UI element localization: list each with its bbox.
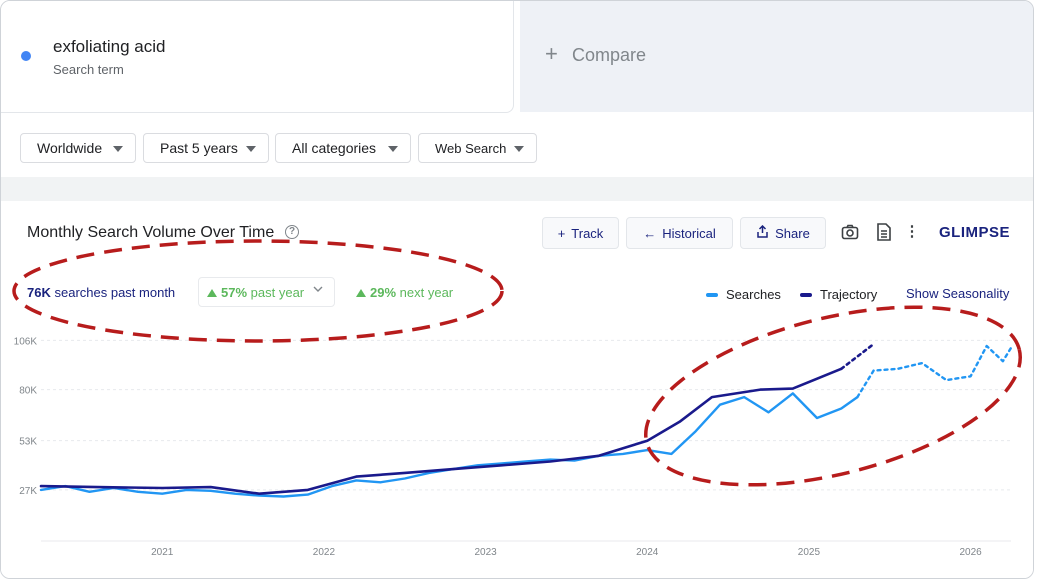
show-seasonality-link[interactable]: Show Seasonality	[906, 286, 1010, 301]
category-filter-label: All categories	[292, 140, 377, 156]
x-tick-label: 2023	[474, 547, 497, 558]
chart-panel: Monthly Search Volume Over Time ? + Trac…	[1, 201, 1033, 578]
share-icon	[756, 224, 769, 241]
search-term-card[interactable]: exfoliating acid Search term	[1, 1, 514, 113]
x-tick-label: 2021	[151, 547, 174, 558]
search-term-name: exfoliating acid	[53, 37, 166, 56]
share-button-label: Share	[775, 225, 810, 241]
category-filter-dropdown[interactable]: All categories	[275, 133, 411, 163]
x-tick-label: 2025	[798, 547, 821, 558]
chart-title: Monthly Search Volume Over Time	[27, 224, 275, 241]
x-tick-label: 2026	[959, 547, 982, 558]
y-tick-label: 27K	[19, 486, 37, 497]
share-button[interactable]: Share	[740, 217, 826, 249]
x-tick-label: 2022	[313, 547, 336, 558]
legend-searches-label: Searches	[726, 287, 781, 302]
searches-swatch	[706, 292, 718, 297]
location-filter-dropdown[interactable]: Worldwide	[20, 133, 136, 163]
brand-logo: GLIMPSE	[939, 224, 1011, 241]
caret-down-icon	[514, 146, 524, 152]
x-tick-label: 2024	[636, 547, 659, 558]
search-term-subtitle: Search term	[53, 62, 124, 77]
time-range-filter-dropdown[interactable]: Past 5 years	[143, 133, 269, 163]
arrow-left-icon: ←	[643, 225, 657, 241]
camera-icon[interactable]	[841, 223, 859, 241]
historical-button-label: Historical	[662, 225, 716, 241]
plus-icon: +	[545, 41, 558, 66]
trajectory-line-forecast	[840, 342, 875, 371]
y-tick-label: 106K	[14, 336, 38, 347]
search-volume-chart: 27K 53K 80K 106K 2021 2022 2023 2024 2025 2026	[14, 336, 1013, 558]
legend-trajectory-label: Trajectory	[820, 287, 878, 302]
search-type-filter-dropdown[interactable]: Web Search	[418, 133, 537, 163]
trajectory-swatch	[800, 292, 812, 297]
legend-trajectory[interactable]: Trajectory	[800, 287, 877, 302]
legend-searches[interactable]: Searches	[706, 287, 781, 302]
search-type-filter-label: Web Search	[435, 140, 507, 156]
more-options-icon[interactable]: ⋮	[904, 223, 920, 240]
section-divider	[1, 177, 1033, 201]
historical-button[interactable]: ← Historical	[626, 217, 733, 249]
compare-label: Compare	[572, 45, 647, 65]
trajectory-line	[39, 367, 843, 495]
term-color-dot	[21, 51, 31, 61]
caret-down-icon	[113, 146, 123, 152]
caret-down-icon	[388, 146, 398, 152]
searches-line	[39, 392, 859, 498]
help-icon[interactable]: ?	[285, 225, 299, 239]
track-button-label: Track	[571, 225, 604, 241]
searches-line-forecast	[856, 344, 1013, 399]
track-button[interactable]: + Track	[542, 217, 619, 249]
plus-icon: +	[557, 225, 566, 241]
caret-down-icon	[246, 146, 256, 152]
filters-bar: Worldwide Past 5 years All categories We…	[1, 119, 1033, 177]
time-range-filter-label: Past 5 years	[160, 140, 238, 156]
y-tick-label: 80K	[19, 386, 37, 397]
location-filter-label: Worldwide	[37, 140, 103, 156]
compare-card[interactable]: + Compare	[520, 1, 1033, 112]
csv-export-icon[interactable]	[875, 223, 893, 241]
y-tick-label: 53K	[19, 437, 37, 448]
